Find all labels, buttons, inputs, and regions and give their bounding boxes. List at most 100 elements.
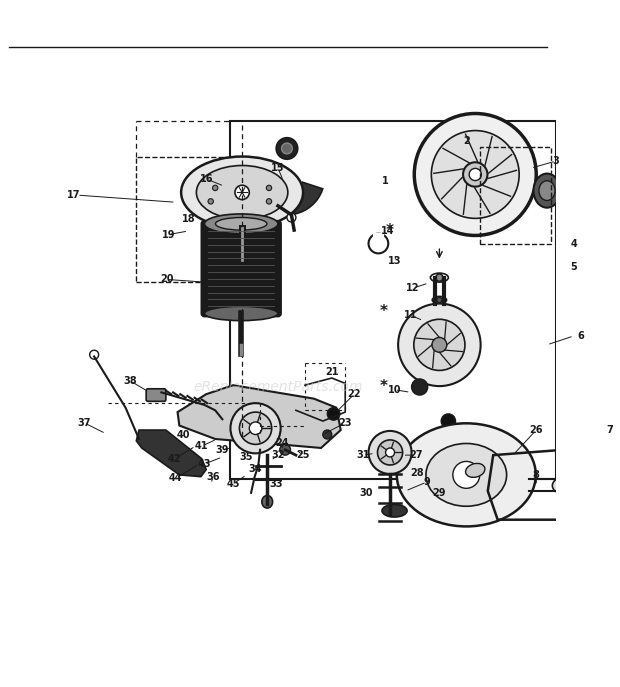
Bar (480, 147, 551, 245)
Ellipse shape (534, 174, 560, 207)
Text: 7: 7 (606, 425, 613, 435)
Text: 26: 26 (529, 425, 543, 435)
Ellipse shape (466, 464, 485, 477)
Circle shape (453, 462, 480, 488)
Ellipse shape (197, 166, 288, 219)
Text: 33: 33 (270, 479, 283, 489)
Text: *: * (380, 304, 388, 319)
Text: 4: 4 (570, 238, 577, 249)
Text: 27: 27 (409, 450, 423, 460)
Text: 30: 30 (359, 488, 373, 498)
Text: 40: 40 (177, 429, 190, 440)
Text: 34: 34 (248, 464, 262, 475)
Text: 25: 25 (296, 450, 310, 460)
Text: *: * (380, 379, 388, 394)
Text: 2: 2 (463, 136, 470, 146)
Text: 20: 20 (160, 274, 174, 284)
Bar (136, 157, 257, 282)
Ellipse shape (552, 478, 569, 493)
Polygon shape (249, 166, 323, 215)
Text: 10: 10 (388, 385, 401, 394)
Circle shape (414, 319, 465, 370)
Text: 11: 11 (404, 311, 417, 320)
FancyBboxPatch shape (146, 389, 166, 401)
Text: 16: 16 (200, 174, 213, 184)
Circle shape (267, 185, 272, 190)
Ellipse shape (539, 181, 555, 201)
Ellipse shape (426, 444, 507, 506)
Text: 22: 22 (347, 389, 361, 399)
Circle shape (436, 274, 443, 281)
Circle shape (386, 448, 394, 457)
Text: 15: 15 (271, 164, 285, 173)
Circle shape (231, 403, 281, 453)
Text: 45: 45 (226, 479, 240, 489)
Circle shape (432, 131, 519, 218)
Ellipse shape (432, 296, 446, 304)
Text: 21: 21 (325, 367, 339, 376)
Text: 24: 24 (275, 438, 288, 448)
Text: 42: 42 (168, 453, 182, 464)
Circle shape (323, 430, 332, 439)
Text: 8: 8 (533, 470, 539, 480)
Polygon shape (136, 430, 206, 477)
Ellipse shape (205, 214, 278, 234)
Text: 37: 37 (78, 418, 91, 428)
Ellipse shape (181, 157, 303, 228)
Text: 28: 28 (410, 468, 424, 478)
Text: 9: 9 (423, 477, 430, 487)
Bar (229, 121, 556, 480)
Polygon shape (177, 385, 341, 448)
Circle shape (280, 444, 291, 455)
Text: 13: 13 (388, 256, 401, 267)
Text: 5: 5 (570, 262, 577, 272)
Text: 38: 38 (123, 376, 137, 385)
Circle shape (287, 213, 296, 222)
Ellipse shape (205, 306, 278, 321)
Circle shape (463, 162, 487, 187)
Circle shape (90, 350, 99, 359)
Circle shape (441, 414, 456, 428)
Text: 19: 19 (162, 229, 175, 240)
Circle shape (265, 225, 276, 236)
Circle shape (327, 407, 340, 420)
Text: 41: 41 (195, 441, 208, 451)
Circle shape (432, 337, 447, 352)
Circle shape (398, 304, 480, 386)
Text: 32: 32 (271, 450, 285, 460)
Text: *: * (386, 223, 394, 238)
Text: 3: 3 (552, 156, 559, 166)
Circle shape (249, 422, 262, 434)
Text: 44: 44 (169, 473, 182, 484)
Circle shape (208, 199, 213, 204)
Text: 35: 35 (240, 452, 254, 462)
Ellipse shape (382, 504, 407, 517)
Text: 12: 12 (405, 283, 419, 293)
Ellipse shape (397, 423, 536, 526)
Circle shape (412, 379, 428, 395)
Circle shape (239, 412, 272, 444)
Circle shape (469, 168, 481, 181)
Circle shape (235, 185, 249, 200)
Circle shape (267, 199, 272, 204)
Text: 36: 36 (206, 472, 220, 482)
Circle shape (436, 297, 442, 303)
Text: 29: 29 (433, 488, 446, 498)
Circle shape (281, 143, 292, 154)
Text: 31: 31 (356, 450, 370, 460)
Text: eReplacementParts.com: eReplacementParts.com (193, 380, 363, 394)
Ellipse shape (262, 495, 273, 508)
Ellipse shape (216, 218, 267, 230)
Text: 39: 39 (216, 444, 229, 455)
Circle shape (213, 185, 218, 190)
Circle shape (414, 113, 536, 236)
Ellipse shape (430, 273, 448, 282)
Text: 17: 17 (67, 190, 80, 200)
Circle shape (276, 137, 298, 159)
Text: 1: 1 (382, 176, 389, 185)
Text: 14: 14 (381, 226, 394, 236)
Circle shape (378, 440, 402, 465)
FancyBboxPatch shape (202, 221, 281, 316)
Text: 43: 43 (198, 459, 211, 469)
Circle shape (368, 431, 412, 474)
